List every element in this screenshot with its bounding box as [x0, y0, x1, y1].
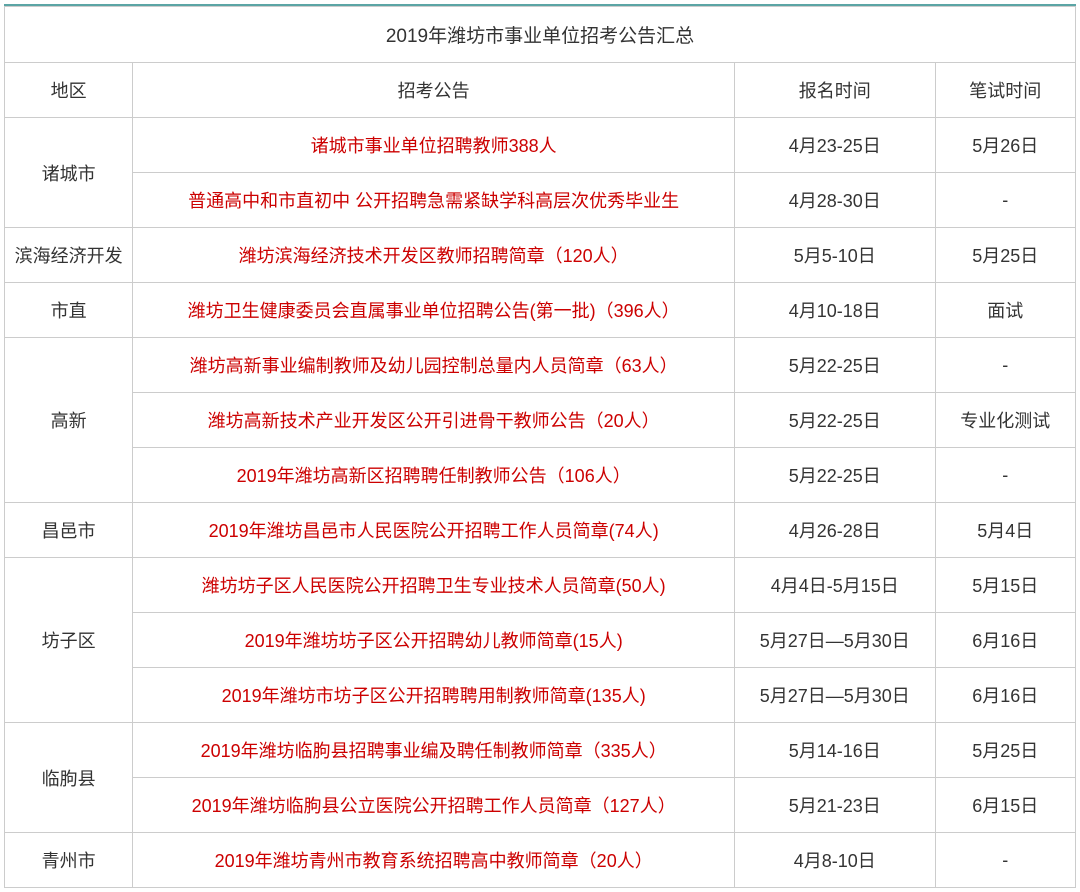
- signup-time-cell: 4月23-25日: [735, 118, 936, 173]
- exam-time-cell: 5月15日: [935, 558, 1075, 613]
- announcement-cell[interactable]: 2019年潍坊青州市教育系统招聘高中教师简章（20人）: [133, 833, 735, 888]
- region-cell: 青州市: [5, 833, 133, 888]
- region-cell: 诸城市: [5, 118, 133, 228]
- announcement-cell[interactable]: 2019年潍坊高新区招聘聘任制教师公告（106人）: [133, 448, 735, 503]
- announcement-cell[interactable]: 2019年潍坊临朐县公立医院公开招聘工作人员简章（127人）: [133, 778, 735, 833]
- table-row: 滨海经济开发潍坊滨海经济技术开发区教师招聘简章（120人）5月5-10日5月25…: [5, 228, 1076, 283]
- table-row: 2019年潍坊高新区招聘聘任制教师公告（106人）5月22-25日-: [5, 448, 1076, 503]
- announcement-cell[interactable]: 2019年潍坊市坊子区公开招聘聘用制教师简章(135人): [133, 668, 735, 723]
- table-row: 高新潍坊高新事业编制教师及幼儿园控制总量内人员简章（63人）5月22-25日-: [5, 338, 1076, 393]
- table-row: 普通高中和市直初中 公开招聘急需紧缺学科高层次优秀毕业生4月28-30日-: [5, 173, 1076, 228]
- announcement-cell[interactable]: 潍坊滨海经济技术开发区教师招聘简章（120人）: [133, 228, 735, 283]
- signup-time-cell: 4月10-18日: [735, 283, 936, 338]
- table-row: 临朐县2019年潍坊临朐县招聘事业编及聘任制教师简章（335人）5月14-16日…: [5, 723, 1076, 778]
- exam-time-cell: -: [935, 173, 1075, 228]
- table-row: 诸城市诸城市事业单位招聘教师388人4月23-25日5月26日: [5, 118, 1076, 173]
- recruitment-table: 2019年潍坊市事业单位招考公告汇总 地区 招考公告 报名时间 笔试时间 诸城市…: [4, 6, 1076, 888]
- table-row: 2019年潍坊临朐县公立医院公开招聘工作人员简章（127人）5月21-23日6月…: [5, 778, 1076, 833]
- region-cell: 昌邑市: [5, 503, 133, 558]
- table-row: 昌邑市2019年潍坊昌邑市人民医院公开招聘工作人员简章(74人)4月26-28日…: [5, 503, 1076, 558]
- region-cell: 临朐县: [5, 723, 133, 833]
- signup-time-cell: 4月4日-5月15日: [735, 558, 936, 613]
- header-row: 地区 招考公告 报名时间 笔试时间: [5, 63, 1076, 118]
- recruitment-table-container: 2019年潍坊市事业单位招考公告汇总 地区 招考公告 报名时间 笔试时间 诸城市…: [4, 4, 1076, 888]
- announcement-cell[interactable]: 潍坊高新技术产业开发区公开引进骨干教师公告（20人）: [133, 393, 735, 448]
- signup-time-cell: 4月28-30日: [735, 173, 936, 228]
- announcement-cell[interactable]: 普通高中和市直初中 公开招聘急需紧缺学科高层次优秀毕业生: [133, 173, 735, 228]
- table-row: 潍坊高新技术产业开发区公开引进骨干教师公告（20人）5月22-25日专业化测试: [5, 393, 1076, 448]
- announcement-cell[interactable]: 2019年潍坊临朐县招聘事业编及聘任制教师简章（335人）: [133, 723, 735, 778]
- exam-time-cell: 5月26日: [935, 118, 1075, 173]
- table-row: 青州市2019年潍坊青州市教育系统招聘高中教师简章（20人）4月8-10日-: [5, 833, 1076, 888]
- exam-time-cell: -: [935, 833, 1075, 888]
- header-exam-time: 笔试时间: [935, 63, 1075, 118]
- announcement-cell[interactable]: 诸城市事业单位招聘教师388人: [133, 118, 735, 173]
- signup-time-cell: 5月27日—5月30日: [735, 668, 936, 723]
- exam-time-cell: -: [935, 338, 1075, 393]
- announcement-cell[interactable]: 潍坊高新事业编制教师及幼儿园控制总量内人员简章（63人）: [133, 338, 735, 393]
- table-row: 坊子区潍坊坊子区人民医院公开招聘卫生专业技术人员简章(50人)4月4日-5月15…: [5, 558, 1076, 613]
- announcement-cell[interactable]: 潍坊坊子区人民医院公开招聘卫生专业技术人员简章(50人): [133, 558, 735, 613]
- exam-time-cell: 5月25日: [935, 723, 1075, 778]
- signup-time-cell: 5月27日—5月30日: [735, 613, 936, 668]
- exam-time-cell: 专业化测试: [935, 393, 1075, 448]
- region-cell: 高新: [5, 338, 133, 503]
- signup-time-cell: 5月22-25日: [735, 338, 936, 393]
- signup-time-cell: 4月26-28日: [735, 503, 936, 558]
- header-region: 地区: [5, 63, 133, 118]
- signup-time-cell: 5月14-16日: [735, 723, 936, 778]
- table-row: 2019年潍坊坊子区公开招聘幼儿教师简章(15人)5月27日—5月30日6月16…: [5, 613, 1076, 668]
- header-signup-time: 报名时间: [735, 63, 936, 118]
- exam-time-cell: 6月16日: [935, 668, 1075, 723]
- table-title: 2019年潍坊市事业单位招考公告汇总: [5, 7, 1076, 63]
- signup-time-cell: 5月21-23日: [735, 778, 936, 833]
- signup-time-cell: 4月8-10日: [735, 833, 936, 888]
- signup-time-cell: 5月5-10日: [735, 228, 936, 283]
- exam-time-cell: 面试: [935, 283, 1075, 338]
- header-announcement: 招考公告: [133, 63, 735, 118]
- announcement-cell[interactable]: 2019年潍坊坊子区公开招聘幼儿教师简章(15人): [133, 613, 735, 668]
- announcement-cell[interactable]: 潍坊卫生健康委员会直属事业单位招聘公告(第一批)（396人）: [133, 283, 735, 338]
- region-cell: 市直: [5, 283, 133, 338]
- signup-time-cell: 5月22-25日: [735, 393, 936, 448]
- table-body: 2019年潍坊市事业单位招考公告汇总 地区 招考公告 报名时间 笔试时间 诸城市…: [5, 7, 1076, 888]
- signup-time-cell: 5月22-25日: [735, 448, 936, 503]
- exam-time-cell: -: [935, 448, 1075, 503]
- exam-time-cell: 6月15日: [935, 778, 1075, 833]
- title-row: 2019年潍坊市事业单位招考公告汇总: [5, 7, 1076, 63]
- table-row: 市直潍坊卫生健康委员会直属事业单位招聘公告(第一批)（396人）4月10-18日…: [5, 283, 1076, 338]
- region-cell: 滨海经济开发: [5, 228, 133, 283]
- region-cell: 坊子区: [5, 558, 133, 723]
- exam-time-cell: 5月25日: [935, 228, 1075, 283]
- announcement-cell[interactable]: 2019年潍坊昌邑市人民医院公开招聘工作人员简章(74人): [133, 503, 735, 558]
- exam-time-cell: 5月4日: [935, 503, 1075, 558]
- table-row: 2019年潍坊市坊子区公开招聘聘用制教师简章(135人)5月27日—5月30日6…: [5, 668, 1076, 723]
- exam-time-cell: 6月16日: [935, 613, 1075, 668]
